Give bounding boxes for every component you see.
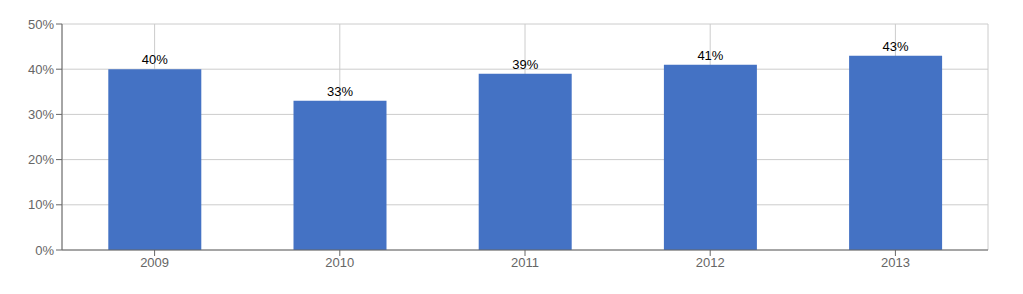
svg-text:2013: 2013 bbox=[881, 255, 910, 270]
svg-text:2012: 2012 bbox=[696, 255, 725, 270]
svg-text:39%: 39% bbox=[512, 57, 538, 72]
svg-text:30%: 30% bbox=[28, 107, 54, 122]
svg-text:43%: 43% bbox=[883, 39, 909, 54]
svg-text:2009: 2009 bbox=[140, 255, 169, 270]
svg-text:20%: 20% bbox=[28, 152, 54, 167]
svg-text:40%: 40% bbox=[142, 52, 168, 67]
svg-text:41%: 41% bbox=[697, 48, 723, 63]
svg-text:2010: 2010 bbox=[325, 255, 354, 270]
svg-text:33%: 33% bbox=[327, 84, 353, 99]
svg-text:40%: 40% bbox=[28, 62, 54, 77]
svg-text:50%: 50% bbox=[28, 17, 54, 32]
svg-text:0%: 0% bbox=[35, 243, 54, 258]
svg-text:2011: 2011 bbox=[511, 255, 539, 270]
svg-text:10%: 10% bbox=[28, 197, 54, 212]
